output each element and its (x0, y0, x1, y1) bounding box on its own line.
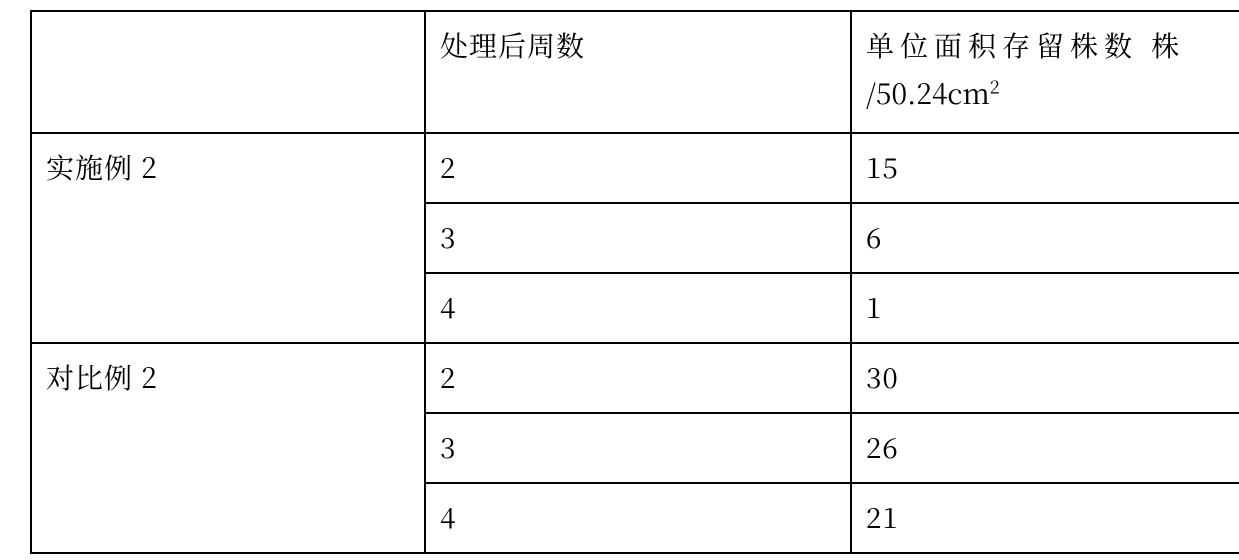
group-label-cell: 对比例 2 (31, 343, 425, 553)
count-cell: 21 (851, 483, 1239, 553)
table-row: 实施例 2 2 15 (31, 133, 1239, 203)
results-table: 处理后周数 单位面积存留株数 株 /50.24cm2 实施例 2 2 15 3 … (30, 10, 1239, 554)
count-cell: 6 (851, 203, 1239, 273)
header-density-line1: 单位面积存留株数 株 (866, 25, 1185, 65)
count-cell: 15 (851, 133, 1239, 203)
header-density-line2: /50.24cm2 (866, 73, 1000, 113)
weeks-cell: 2 (425, 343, 851, 413)
weeks-cell: 3 (425, 413, 851, 483)
table-row: 对比例 2 2 30 (31, 343, 1239, 413)
weeks-cell: 4 (425, 483, 851, 553)
header-density-sup: 2 (990, 73, 1000, 99)
count-cell: 30 (851, 343, 1239, 413)
header-density-cell: 单位面积存留株数 株 /50.24cm2 (851, 11, 1239, 133)
group-label-cell: 实施例 2 (31, 133, 425, 343)
header-weeks-cell: 处理后周数 (425, 11, 851, 133)
table-header-row: 处理后周数 单位面积存留株数 株 /50.24cm2 (31, 11, 1239, 133)
header-density-prefix: /50.24cm (866, 73, 990, 113)
weeks-cell: 3 (425, 203, 851, 273)
count-cell: 26 (851, 413, 1239, 483)
weeks-cell: 2 (425, 133, 851, 203)
count-cell: 1 (851, 273, 1239, 343)
weeks-cell: 4 (425, 273, 851, 343)
header-blank-cell (31, 11, 425, 133)
